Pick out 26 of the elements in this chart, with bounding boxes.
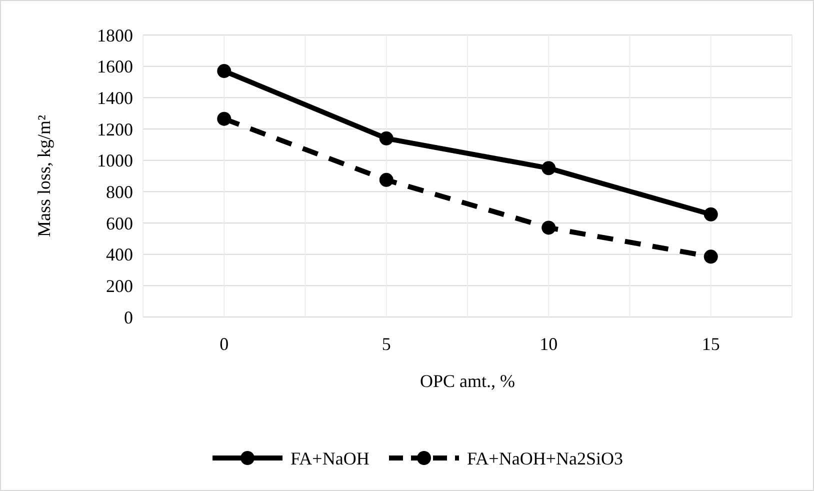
x-tick-label: 5 <box>382 334 391 354</box>
point <box>542 161 556 176</box>
x-tick-label: 10 <box>540 334 558 354</box>
point <box>379 172 394 187</box>
y-tick-label: 800 <box>106 182 133 202</box>
legend-label: FA+NaOH+Na2SiO3 <box>467 448 623 468</box>
y-tick-label: 1000 <box>97 150 133 171</box>
point <box>704 250 718 264</box>
point <box>379 131 394 146</box>
point <box>217 112 232 126</box>
point <box>704 207 718 222</box>
y-tick-label: 1400 <box>97 88 133 108</box>
legend-label: FA+NaOH <box>290 448 370 468</box>
x-axis-title: OPC amt., % <box>420 371 516 391</box>
y-axis-title: Mass loss, kg/m² <box>34 115 54 237</box>
y-tick-label: 1600 <box>97 56 133 77</box>
y-tick-label: 200 <box>106 276 133 296</box>
y-tick-label: 400 <box>106 244 133 265</box>
point <box>542 220 556 235</box>
y-tick-label: 600 <box>106 213 133 234</box>
x-tick-label: 0 <box>220 334 229 354</box>
x-tick-label: 15 <box>702 334 720 354</box>
y-tick-label: 0 <box>124 307 133 328</box>
y-tick-label: 1800 <box>97 25 133 46</box>
point <box>217 64 232 78</box>
y-tick-label: 1200 <box>97 119 133 140</box>
